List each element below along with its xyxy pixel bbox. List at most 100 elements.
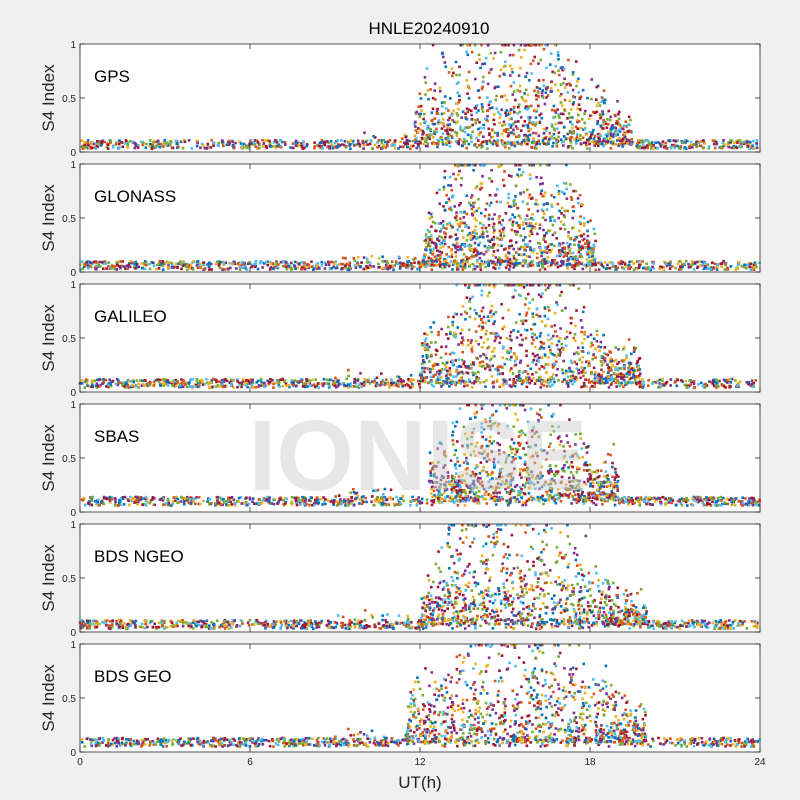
data-point (484, 385, 487, 388)
data-point (480, 260, 484, 263)
data-point (457, 267, 460, 271)
data-point (444, 352, 448, 356)
data-point (240, 146, 244, 149)
data-point (592, 137, 596, 140)
data-point (614, 377, 618, 381)
data-point (202, 144, 205, 147)
data-point (613, 366, 617, 369)
data-point (543, 314, 547, 318)
data-point (600, 100, 603, 104)
data-point (503, 170, 506, 173)
data-point (125, 380, 128, 384)
data-point (609, 357, 612, 360)
data-point (627, 370, 630, 374)
data-point (514, 203, 518, 206)
data-point (462, 216, 466, 219)
data-point (543, 367, 546, 370)
data-point (555, 254, 559, 258)
data-point (507, 246, 511, 250)
data-point (612, 372, 616, 375)
data-point (516, 163, 520, 167)
data-point (142, 262, 146, 266)
data-point (490, 68, 493, 71)
data-point (492, 381, 495, 384)
data-point (644, 267, 648, 271)
data-point (451, 323, 455, 327)
data-point (678, 147, 682, 150)
data-point (455, 132, 459, 135)
data-point (250, 383, 253, 387)
data-point (451, 263, 455, 266)
data-point (442, 264, 446, 267)
data-point (510, 141, 514, 144)
data-point (189, 264, 193, 267)
data-point (418, 112, 421, 116)
data-point (225, 143, 229, 147)
data-point (345, 377, 348, 381)
data-point (429, 257, 432, 260)
data-point (518, 361, 522, 365)
data-point (662, 384, 666, 387)
data-point (512, 132, 516, 136)
data-point (456, 120, 459, 123)
data-point (307, 380, 311, 384)
data-point (488, 240, 492, 243)
data-point (503, 378, 506, 382)
data-point (127, 386, 130, 389)
data-point (482, 127, 486, 130)
data-point (531, 141, 535, 145)
data-point (598, 377, 602, 381)
data-point (450, 74, 454, 78)
data-point (294, 141, 298, 144)
data-point (502, 234, 506, 238)
data-point (585, 258, 589, 261)
data-point (555, 142, 558, 145)
data-point (486, 114, 489, 118)
data-point (96, 378, 99, 382)
data-point (578, 108, 582, 111)
data-point (465, 258, 469, 261)
data-point (572, 131, 576, 135)
data-point (366, 143, 369, 146)
data-point (386, 261, 389, 265)
data-point (553, 353, 556, 357)
data-point (334, 376, 337, 380)
data-point (554, 360, 558, 364)
data-point (548, 63, 552, 66)
data-point (431, 252, 434, 256)
data-point (621, 127, 624, 131)
data-point (313, 385, 317, 388)
data-point (179, 261, 182, 265)
data-point (459, 222, 462, 226)
data-point (482, 80, 485, 84)
data-point (564, 306, 567, 310)
data-point (585, 138, 589, 142)
data-point (140, 384, 144, 387)
data-points (78, 283, 758, 389)
data-point (113, 267, 117, 271)
data-point (413, 261, 416, 264)
data-point (561, 190, 564, 194)
data-point (632, 367, 636, 371)
data-point (726, 266, 729, 270)
data-point (103, 140, 106, 144)
data-point (418, 373, 422, 377)
data-point (398, 382, 401, 386)
data-point (542, 228, 545, 232)
data-point (507, 174, 511, 177)
data-point (556, 202, 560, 206)
data-point (432, 264, 436, 267)
data-point (157, 380, 161, 384)
data-point (726, 502, 730, 506)
data-point (712, 378, 716, 382)
data-point (593, 381, 597, 385)
data-point (441, 52, 444, 55)
data-point (99, 383, 102, 387)
data-point (566, 132, 570, 136)
data-point (436, 376, 440, 379)
data-point (582, 232, 586, 236)
data-point (456, 141, 460, 145)
data-point (482, 253, 486, 256)
data-point (580, 341, 584, 345)
data-point (129, 379, 133, 383)
